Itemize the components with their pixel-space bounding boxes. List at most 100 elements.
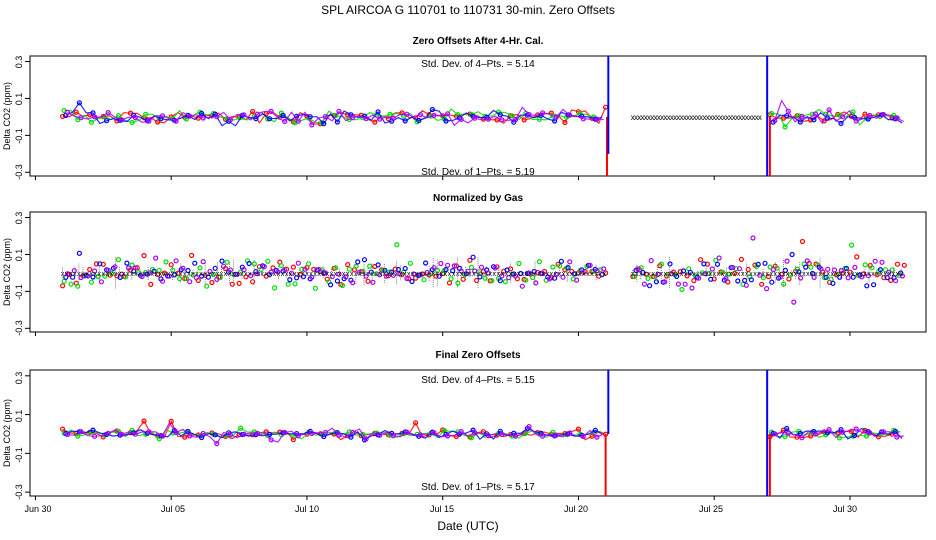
panel-2-baseline-marker: x <box>342 271 346 278</box>
panel-2-series-2-point <box>708 276 714 282</box>
panel-2-series-3-point <box>675 281 682 287</box>
panel-2-baseline-marker: x <box>317 271 321 278</box>
panel-2-series-1-point <box>407 260 413 266</box>
panel-2-series-0-point <box>433 273 439 279</box>
panel-2-series-1-point <box>550 264 556 270</box>
panel-2-series-2-point <box>735 278 741 284</box>
panel-2-baseline-marker: x <box>403 271 407 278</box>
panel-2-series-1-point <box>468 264 475 270</box>
panel-2-series-2-point <box>504 267 510 273</box>
panel-2-series-1-point <box>367 263 373 269</box>
panel-1-series-3-point <box>417 112 423 118</box>
panel-2-series-3-point <box>350 280 356 286</box>
panel-2-series-2-point <box>192 260 198 266</box>
panel-1-series-1-point <box>782 124 788 130</box>
panel-3-series-1-point <box>360 431 366 437</box>
panel-2-baseline-marker: x <box>293 271 297 278</box>
panel-2-series-3-point <box>865 273 872 279</box>
panel-2-series-3-point <box>567 259 573 265</box>
panel-2-baseline-marker: x <box>220 271 224 278</box>
panel-1-series-3-point <box>146 118 152 124</box>
panel-2-series-2-point <box>789 251 795 258</box>
panel-2-series-3-point <box>899 273 906 279</box>
panel-1-gap-marker: x <box>706 113 710 122</box>
panel-2-baseline-marker: x <box>541 271 545 278</box>
panel-2-series-2-point <box>531 268 537 275</box>
panel-2-baseline-marker: x <box>859 271 863 278</box>
panel-3-series-0-point <box>141 418 147 424</box>
panel-2-baseline-marker: x <box>668 271 672 278</box>
panel-2-baseline-marker: x <box>212 271 216 278</box>
panel-2-series-0-point <box>406 276 412 282</box>
panel-1-gap-marker: x <box>647 113 651 122</box>
panel-3-series-2-point <box>266 431 273 438</box>
panel-3-series-3-point <box>119 431 125 437</box>
panel-2-baseline-marker: x <box>244 271 248 278</box>
panel-2-series-3-point <box>587 262 593 268</box>
panel-2-baseline-marker: x <box>692 271 696 278</box>
panel-3-series-3-point <box>431 430 437 436</box>
panel-1-gap-marker: x <box>712 113 716 122</box>
panel-1-gap-marker: x <box>748 113 752 122</box>
panel-3-series-3-point <box>282 429 288 436</box>
panel-3-series-2-point <box>90 427 96 433</box>
xtick-jul20: Jul 20 <box>564 504 588 514</box>
panel-3-series-3-point <box>91 433 98 439</box>
panel-2-series-3-point <box>254 271 261 277</box>
panel-1-gap-marker: x <box>637 113 641 122</box>
panel-3-series-2-point <box>784 425 790 432</box>
panel-2-series-3-point <box>316 266 322 273</box>
panel-2-series-1-point <box>869 265 875 271</box>
panel-1-gap-marker: x <box>686 113 690 122</box>
panel-1-gap-marker: x <box>650 113 654 122</box>
panel-2-baseline-marker: x <box>896 271 900 278</box>
panel-2-series-1-point <box>292 281 298 287</box>
panel-2-series-3-point <box>506 275 512 281</box>
panel-3-series-3-point <box>64 431 71 438</box>
panel-2-series-1-point <box>448 276 454 282</box>
panel-1-series-2-point <box>280 112 286 119</box>
panel-2-series-3-point <box>879 259 885 265</box>
panel-2-series-3-point <box>336 271 342 277</box>
panel-2-series-1-point <box>767 264 773 270</box>
panel-2-series-3-point <box>295 260 301 266</box>
panel-1-gap-marker: x <box>755 113 759 122</box>
panel-2-baseline-marker: x <box>900 271 904 278</box>
panel-2-baseline-marker: x <box>696 271 700 278</box>
panel-2-baseline-marker: x <box>578 271 582 278</box>
panel-1-series-3-point <box>458 116 464 122</box>
panel-2-series-3-point <box>431 265 437 271</box>
panel-1-series-3-point <box>91 114 98 120</box>
panel-1-gap-marker: x <box>676 113 680 122</box>
panel-2-series-3-point <box>580 269 586 275</box>
panel-3-series-3-point <box>214 441 220 447</box>
panel-2-baseline-marker: x <box>203 271 207 278</box>
panel-1-gap-marker: x <box>751 113 755 122</box>
panel-1-series-1-point <box>387 111 393 118</box>
panel-2-series-3-point <box>825 266 831 272</box>
panel-2-baseline-marker: x <box>118 271 122 278</box>
panel-2-series-0-point <box>677 269 683 275</box>
panel-2-series-3-point <box>187 279 193 285</box>
panel-3-series-3-point <box>268 437 274 443</box>
panel-2-baseline-marker: x <box>525 271 529 278</box>
panel-2-series-3-point <box>845 275 851 281</box>
panel-1-y-axis: 0.3 0.1 -0.1 -0.3 Delta CO2 (ppm) <box>2 56 24 180</box>
panel-2-series-1-point <box>434 267 441 273</box>
panel-2-baseline-marker: x <box>207 271 211 278</box>
panel-1-series-1-point <box>115 112 122 119</box>
panel-2-series-2-point <box>470 254 476 260</box>
panel-3-series-3-point <box>812 431 819 437</box>
panel-1-series-3-point <box>64 109 71 116</box>
panel-2-series-3-point <box>85 273 91 279</box>
panel-3-series-3-point <box>295 433 301 439</box>
panel-2-series-3-point <box>831 267 838 273</box>
panel-2-series-0-point <box>881 275 887 281</box>
panel-2-series-1-point <box>88 279 95 285</box>
panel-3-series-3-point <box>853 426 859 432</box>
panel-1-series-3-point <box>826 107 832 113</box>
panel-2-series-3-point <box>397 271 403 277</box>
panel-2-series-2-point <box>517 270 524 277</box>
